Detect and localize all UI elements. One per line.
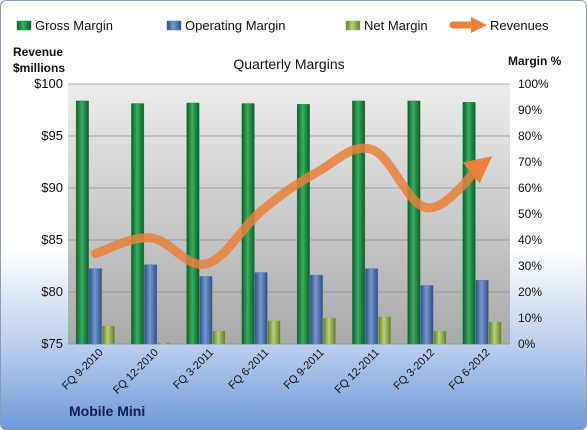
revenue-series [91,143,493,269]
net-margin-bar [322,317,336,345]
x-tick-label: FQ 3-2011 [171,347,216,392]
right-tick-label: 60% [518,181,542,195]
gross-margin-bar [352,100,366,345]
operating-margin-bar [420,285,434,345]
x-tick-label: FQ 12-2010 [111,347,161,397]
revenue-line [91,143,493,269]
legend-net-margin-swatch [345,20,361,31]
left-tick-label: $100 [34,76,63,91]
x-tick-label: FQ 12-2011 [333,347,382,396]
x-tick-label: FQ 9-2011 [282,347,327,392]
net-margin-bar [433,330,447,345]
operating-margin-bar [144,264,158,345]
operating-margin-bar [254,272,268,345]
x-axis-ticks: FQ 9-2010 FQ 12-2010 FQ 3-2011 FQ 6-2011 FQ … [60,347,492,397]
operating-margin-bar [365,268,379,345]
gross-margin-bar [75,100,89,345]
right-tick-label: 70% [518,155,542,169]
operating-margin-bar [199,276,213,345]
gross-margin-bar [186,102,200,345]
legend-revenues-arrow [471,17,487,33]
net-margin-bar [212,330,226,345]
left-tick-label: $80 [41,284,63,299]
left-tick-label: $85 [41,232,63,247]
gross-margin-bar [407,100,421,345]
legend-revenues-label: Revenues [490,18,549,33]
right-tick-label: 80% [518,129,542,143]
legend-gross-margin-swatch [16,20,32,31]
left-tick-label: $95 [41,128,63,143]
right-tick-label: 40% [518,233,542,247]
right-tick-label: 90% [518,103,542,117]
gross-margin-bar [131,103,145,345]
legend-operating-margin-label: Operating Margin [185,18,285,33]
bars [75,100,502,345]
right-axis-label: Margin % [508,54,562,68]
left-tick-label: $90 [41,180,63,195]
left-axis-label-line1: Revenue [13,45,63,59]
x-tick-label: FQ 3-2012 [392,347,438,393]
x-tick-label: FQ 9-2010 [60,347,106,393]
x-tick-label: FQ 6-2012 [447,347,493,393]
right-tick-label: 20% [518,285,542,299]
right-tick-label: 0% [518,337,536,351]
operating-margin-bar [309,274,323,345]
legend: Gross Margin Operating Margin Net Margin Re… [16,17,549,33]
right-tick-label: 30% [518,259,542,273]
brand-label: Mobile Mini [69,403,146,419]
net-margin-bar [488,321,502,345]
left-axis-ticks: $75 $80 $85 $90 $95 $100 [34,76,63,351]
right-tick-label: 10% [518,311,542,325]
net-margin-bar [267,320,281,345]
net-margin-bar [378,316,392,345]
x-tick-label: FQ 6-2011 [226,347,271,392]
legend-gross-margin-label: Gross Margin [35,18,113,33]
gross-margin-bar [462,101,476,345]
left-tick-label: $75 [41,336,63,351]
legend-operating-margin-swatch [166,20,182,31]
net-margin-bar [157,342,171,345]
right-axis-ticks: 0% 10% 20% 30% 40% 50% 60% 70% 80% 90% 100% [518,77,549,351]
operating-margin-bar [475,280,489,345]
chart-title: Quarterly Margins [233,56,344,72]
right-tick-label: 50% [518,207,542,221]
right-tick-label: 100% [518,77,549,91]
operating-margin-bar [88,268,102,345]
net-margin-bar [101,325,115,345]
left-axis-label-line2: $millions [13,61,65,75]
legend-net-margin-label: Net Margin [364,18,428,33]
gross-margin-bar [296,104,310,345]
